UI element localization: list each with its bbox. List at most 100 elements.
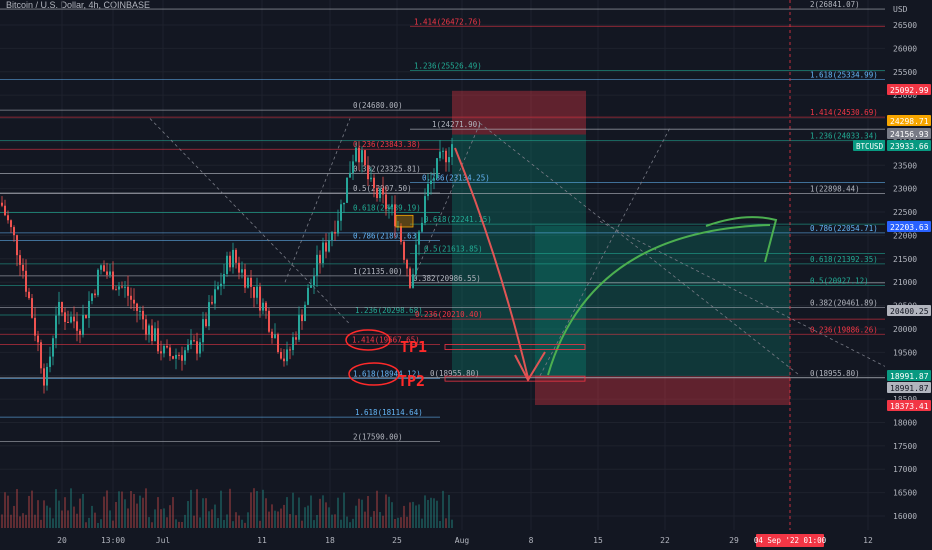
fib-level-label: 0.382(23325.81) xyxy=(353,164,421,173)
candle-body xyxy=(106,271,108,275)
candle-body xyxy=(130,295,132,300)
fib-level-label: 0(24680.00) xyxy=(353,101,403,110)
currency-label: USD xyxy=(893,5,908,14)
volume-bar xyxy=(385,494,387,528)
candle-body xyxy=(322,242,324,264)
candle-body xyxy=(325,242,327,252)
candle-body xyxy=(190,340,192,345)
volume-bar xyxy=(376,490,378,528)
volume-bar xyxy=(199,517,201,528)
trend-line xyxy=(284,118,351,283)
fib-level-label: 1.618(18114.64) xyxy=(355,408,423,417)
volume-bar xyxy=(256,491,258,528)
price-badge xyxy=(887,140,931,151)
fib-level-label: 0.786(21893.63) xyxy=(353,231,421,240)
fib-level-label: 2(26841.07) xyxy=(810,0,860,9)
candle-body xyxy=(409,268,411,288)
price-tick: 22500 xyxy=(893,208,917,217)
price-tick: 22000 xyxy=(893,231,917,240)
price-tick: 21000 xyxy=(893,278,917,287)
volume-bar xyxy=(22,513,24,528)
candle-body xyxy=(265,302,267,311)
candle-body xyxy=(439,151,441,159)
volume-bar xyxy=(109,510,111,528)
volume-bar xyxy=(253,488,255,528)
candle-body xyxy=(133,299,135,304)
time-tick: 22 xyxy=(660,536,670,545)
price-tick: 26500 xyxy=(893,21,917,30)
volume-bar xyxy=(76,513,78,528)
candle-body xyxy=(112,271,114,290)
volume-bar xyxy=(70,488,72,528)
candle-body xyxy=(316,254,318,277)
volume-bar xyxy=(190,489,192,528)
volume-bar xyxy=(160,509,162,528)
volume-bar xyxy=(307,505,309,528)
candle-body xyxy=(448,157,450,163)
volume-bar xyxy=(379,511,381,528)
stop-zone-2 xyxy=(535,376,790,406)
candle-body xyxy=(151,325,153,342)
candle-body xyxy=(247,277,249,288)
volume-bar xyxy=(169,505,171,528)
candle-body xyxy=(25,270,27,292)
volume-bar xyxy=(79,498,81,528)
price-tick: 16500 xyxy=(893,489,917,498)
candle-body xyxy=(298,314,300,340)
volume-bar xyxy=(292,492,294,528)
volume-bar xyxy=(133,493,135,528)
volume-bar xyxy=(439,520,441,528)
volume-bar xyxy=(328,507,330,528)
candle-body xyxy=(253,286,255,298)
volume-bar xyxy=(214,504,216,528)
candle-body xyxy=(214,289,216,304)
volume-bar xyxy=(67,510,69,528)
fib-level-label: 0.382(20461.89) xyxy=(810,298,878,307)
volume-bar xyxy=(448,494,450,528)
volume-bar xyxy=(19,516,21,528)
price-tick: 21500 xyxy=(893,255,917,264)
candle-body xyxy=(271,331,273,339)
candle-body xyxy=(274,334,276,339)
volume-bar xyxy=(205,498,207,528)
candle-body xyxy=(451,144,453,158)
price-tick: 23000 xyxy=(893,185,917,194)
price-badge-label: 24298.71 xyxy=(890,117,929,126)
candle-body xyxy=(394,204,396,227)
time-tick: 29 xyxy=(729,536,739,545)
candle-body xyxy=(166,346,168,348)
price-tick: 20000 xyxy=(893,325,917,334)
candle-body xyxy=(232,249,234,268)
candle-body xyxy=(64,312,66,322)
candle-body xyxy=(295,337,297,340)
price-badge-label: 18373.41 xyxy=(890,402,929,411)
price-tick: 17000 xyxy=(893,465,917,474)
candle-body xyxy=(19,255,21,265)
volume-bar xyxy=(325,502,327,528)
candle-body xyxy=(304,304,306,322)
volume-bar xyxy=(355,505,357,528)
candle-body xyxy=(109,271,111,275)
volume-bar xyxy=(226,514,228,528)
volume-bar xyxy=(34,514,36,528)
price-badge-label: 23933.66 xyxy=(890,142,929,151)
volume-bar xyxy=(100,519,102,528)
price-badge-label: 25092.99 xyxy=(890,86,929,95)
volume-bar xyxy=(154,509,156,528)
candle-body xyxy=(217,286,219,290)
highlight-box xyxy=(395,214,414,228)
volume-bar xyxy=(13,505,15,528)
volume-bar xyxy=(145,488,147,528)
volume-bar xyxy=(304,507,306,528)
candle-body xyxy=(259,286,261,311)
candle-body xyxy=(61,301,63,313)
volume-bar xyxy=(445,518,447,528)
time-axis xyxy=(0,530,932,550)
volume-bar xyxy=(121,491,123,528)
fib-level-label: 0.5(20927.12) xyxy=(810,277,869,286)
fib-level-label: 0.5(21613.85) xyxy=(424,244,483,253)
candle-body xyxy=(418,231,420,245)
volume-bar xyxy=(94,512,96,528)
volume-bar xyxy=(193,515,195,528)
